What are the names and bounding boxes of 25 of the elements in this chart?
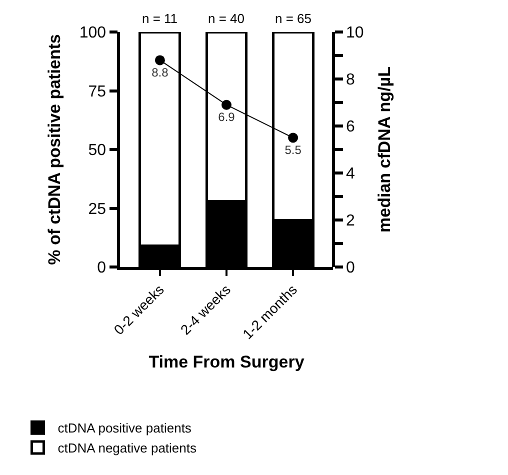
y-tick-label: 25 xyxy=(88,200,106,218)
point xyxy=(288,132,298,143)
y-tick-label: 75 xyxy=(88,83,106,100)
y-tick-label: 50 xyxy=(88,142,106,160)
y2-tick-label: 8 xyxy=(346,72,355,89)
y-tick-label: 0 xyxy=(97,260,106,277)
y2-tick-label: 2 xyxy=(346,212,355,230)
annotation: n = 11 xyxy=(142,11,178,26)
y2-tick-label: 10 xyxy=(346,24,364,42)
data-label: 6.9 xyxy=(218,110,236,124)
legend-label: ctDNA positive patients xyxy=(58,420,192,436)
y-axis-title: % of ctDNA positive patients xyxy=(44,34,64,265)
y2-axis-title: median cfDNA ng/µL xyxy=(375,66,394,232)
data-label: 5.5 xyxy=(284,143,302,157)
point xyxy=(154,55,165,66)
y2-tick-label: 4 xyxy=(346,166,355,183)
x-axis-title: Time From Surgery xyxy=(148,352,305,372)
annotation: n = 40 xyxy=(208,11,245,26)
data-label: 8.8 xyxy=(152,65,169,80)
y-tick-label: 100 xyxy=(79,24,106,42)
annotation: n = 65 xyxy=(275,11,312,26)
y2-tick-label: 6 xyxy=(346,118,355,136)
point xyxy=(222,100,232,110)
legend-label: ctDNA negative patients xyxy=(58,440,198,456)
y2-tick-label: 0 xyxy=(346,260,355,277)
